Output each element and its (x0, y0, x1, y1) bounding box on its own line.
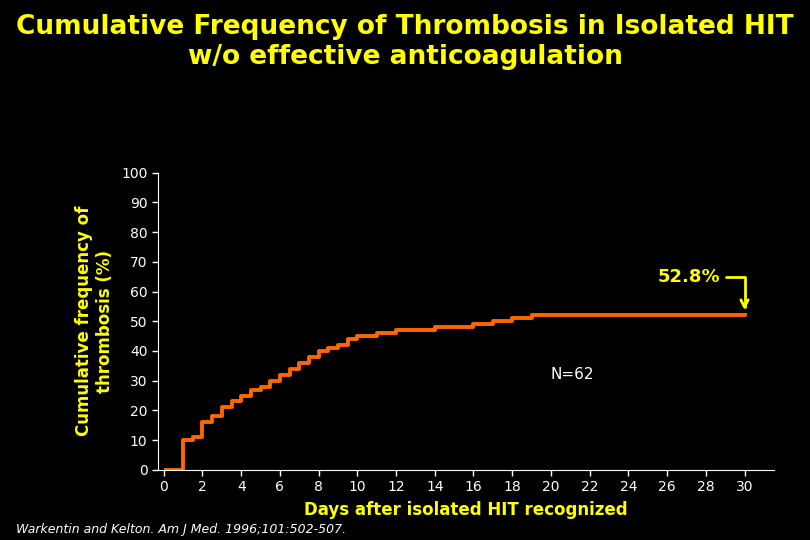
Text: Warkentin and Kelton. Am J Med. 1996;101:502-507.: Warkentin and Kelton. Am J Med. 1996;101… (16, 523, 347, 536)
X-axis label: Days after isolated HIT recognized: Days after isolated HIT recognized (304, 501, 628, 519)
Text: 52.8%: 52.8% (658, 268, 748, 307)
Text: N=62: N=62 (551, 367, 595, 382)
Text: Cumulative Frequency of Thrombosis in Isolated HIT
w/o effective anticoagulation: Cumulative Frequency of Thrombosis in Is… (16, 14, 794, 71)
Y-axis label: Cumulative frequency of
thrombosis (%): Cumulative frequency of thrombosis (%) (75, 206, 114, 436)
